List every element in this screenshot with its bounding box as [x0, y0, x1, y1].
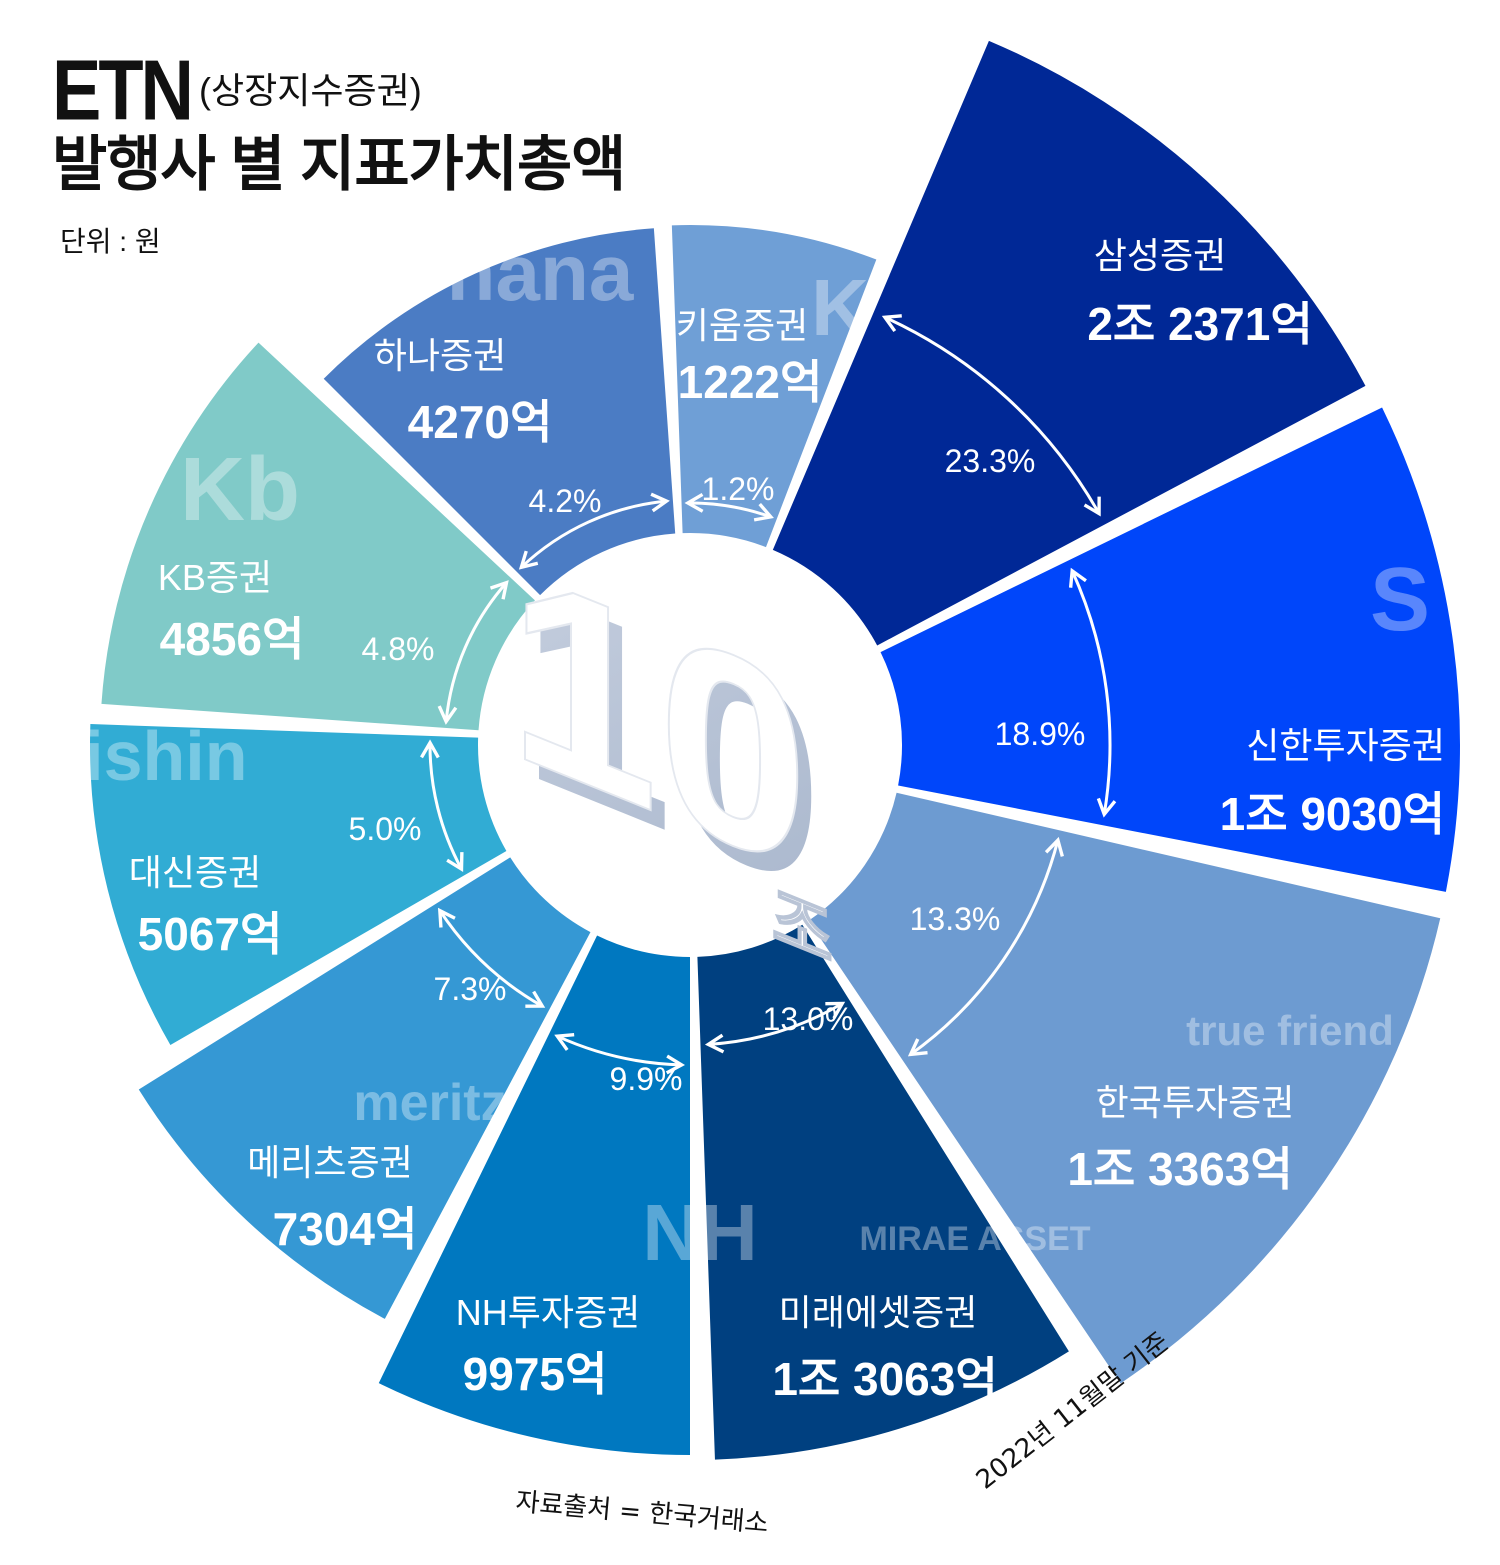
brand-logo-watermark-icon: Kb — [180, 440, 300, 540]
brand-logo-watermark-icon: MIRAE ASSET — [859, 1220, 1090, 1258]
brand-logo-watermark-icon: daishin — [2, 717, 247, 795]
segment-value: 9975억 — [463, 1348, 608, 1400]
segment: S — [880, 407, 1460, 892]
segment-name: KB증권 — [158, 557, 272, 598]
segment-value: 5067억 — [138, 908, 283, 960]
segment-value: 2조 2371억 — [1087, 298, 1312, 350]
span-arrow-icon — [518, 492, 670, 570]
segment-label: 키움증권 1222억 1.2% — [676, 305, 823, 522]
title-block: ETN (상장지수증권) 발행사 별 지표가치총액 단위 : 원 — [52, 42, 626, 260]
span-arrow-icon — [420, 739, 464, 873]
brand-logo-watermark-icon: S — [1370, 550, 1430, 650]
segment: K — [671, 225, 877, 548]
brand-logo-watermark-icon: NH — [642, 1188, 758, 1277]
segment-name: 키움증권 — [676, 305, 808, 346]
segment-value: 1조 3363억 — [1067, 1143, 1292, 1195]
segment-percent: 9.9% — [610, 1061, 683, 1097]
span-arrow-icon — [437, 580, 509, 725]
segment-wedge — [671, 225, 877, 548]
span-arrow-icon — [907, 836, 1064, 1057]
segment-name: NH투자증권 — [456, 1292, 640, 1333]
chart-title: 발행사 별 지표가치총액 — [52, 131, 626, 198]
segment-percent: 5.0% — [349, 811, 422, 847]
span-arrow-icon — [684, 493, 774, 522]
segment-label: 대신증권 5067억 5.0% — [129, 739, 464, 960]
source-note: 자료출처 = 한국거래소 — [514, 1487, 769, 1539]
span-arrow-icon — [554, 1032, 686, 1075]
segment: MIRAE ASSET — [697, 924, 1091, 1460]
segment-wedge — [697, 924, 1069, 1460]
segment-percent: 23.3% — [945, 443, 1036, 479]
span-arrow-icon — [881, 314, 1101, 517]
segment-wedge — [101, 342, 535, 731]
segment-name: 미래에셋증권 — [779, 1292, 978, 1333]
segment-value: 7304억 — [273, 1203, 418, 1255]
segment-label: 한국투자증권 1조 3363억 13.3% — [907, 836, 1295, 1195]
title-paren: (상장지수증권) — [199, 70, 422, 111]
span-arrow-icon — [1068, 567, 1117, 818]
segment-value: 1조 3063억 — [772, 1353, 997, 1405]
segment-label: 하나증권 4270억 4.2% — [374, 335, 670, 570]
span-arrow-icon — [704, 1001, 846, 1054]
segment-label: 신한투자증권 1조 9030억 18.9% — [995, 567, 1445, 840]
segment-label: KB증권 4856억 4.8% — [158, 557, 509, 725]
brand-logo-watermark-icon: true friend — [1186, 1007, 1394, 1054]
segment-percent: 4.2% — [529, 483, 602, 519]
segment-wedge — [880, 407, 1460, 892]
brand-logo-watermark-icon: hana — [447, 228, 634, 317]
segment-value: 1222억 — [678, 356, 823, 408]
brand-logo-watermark-icon: K — [811, 263, 869, 352]
segment: daishin — [2, 717, 507, 1045]
brand-logo-watermark-icon: meritz — [353, 1074, 506, 1132]
unit-label: 단위 : 원 — [60, 226, 161, 257]
segment-wedge — [90, 724, 507, 1045]
segment: Kb — [101, 342, 535, 731]
segment-label: 메리츠증권 7304억 7.3% — [247, 907, 546, 1255]
segment-name: 신한투자증권 — [1246, 725, 1445, 766]
segment-name: 대신증권 — [129, 852, 261, 893]
title-etn: ETN — [52, 42, 194, 138]
segment-name: 한국투자증권 — [1096, 1082, 1295, 1123]
segment-percent: 4.8% — [362, 631, 435, 667]
segment-value: 1조 9030억 — [1220, 788, 1445, 840]
segment-label: 삼성증권 2조 2371억 23.3% — [881, 235, 1313, 517]
segment-value: 4270억 — [408, 396, 553, 448]
segment-percent: 7.3% — [434, 971, 507, 1007]
segment-name: 삼성증권 — [1094, 235, 1226, 276]
segment-name: 메리츠증권 — [247, 1142, 413, 1183]
segment-value: 4856억 — [160, 613, 305, 665]
segment-percent: 13.3% — [910, 901, 1001, 937]
segment-name: 하나증권 — [374, 335, 506, 376]
center-total: 10 10 조 — [480, 507, 900, 980]
segment-percent: 1.2% — [702, 471, 775, 507]
segment-label: NH투자증권 9975억 9.9% — [456, 1032, 686, 1400]
span-arrow-icon — [437, 907, 546, 1008]
segment-percent: 18.9% — [995, 716, 1086, 752]
